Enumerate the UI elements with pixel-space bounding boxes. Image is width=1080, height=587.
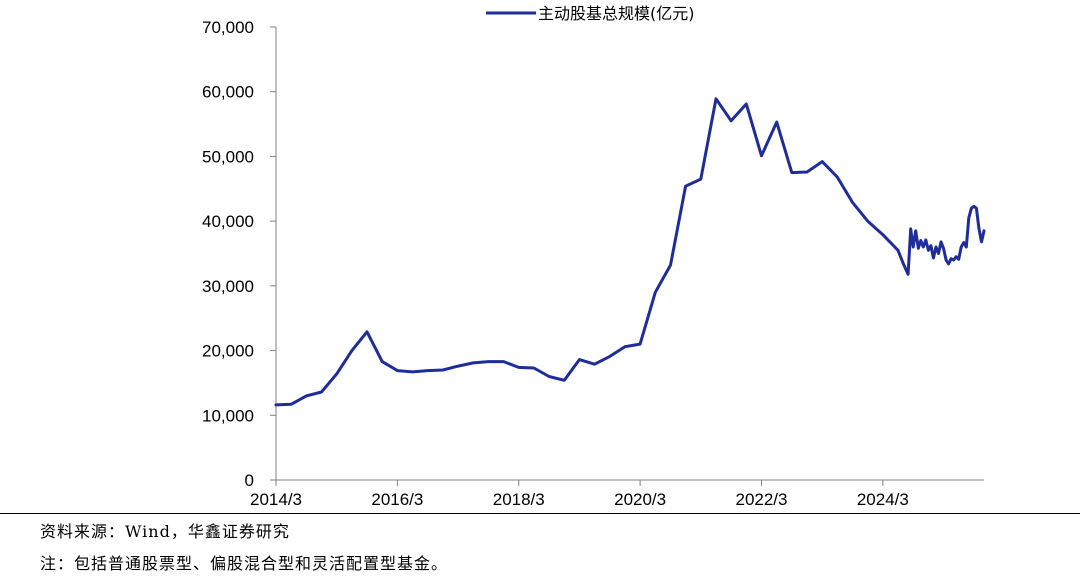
x-tick-label: 2024/3 [857,490,909,509]
y-tick-label: 30,000 [202,277,254,296]
series-line [274,97,986,407]
legend-label: 主动股基总规模(亿元) [538,4,695,23]
y-tick-label: 40,000 [202,212,254,231]
series-layer [274,97,986,407]
legend: 主动股基总规模(亿元) [486,4,695,23]
line-chart: 0 10,000 20,000 30,000 40,000 50,000 60,000 70,… [202,4,986,509]
y-tick-label: 10,000 [202,406,254,425]
footer-divider [0,513,1080,514]
y-tick-label: 60,000 [202,83,254,102]
y-axis: 0 10,000 20,000 30,000 40,000 50,000 60,000 70,… [202,18,277,490]
x-axis: 2014/3 2016/3 2018/3 2020/3 2022/3 2024/3 [250,479,984,509]
x-tick-label: 2020/3 [614,490,666,509]
y-tick-label: 50,000 [202,147,254,166]
x-tick-label: 2016/3 [371,490,423,509]
x-tick-label: 2014/3 [250,490,302,509]
y-tick-label: 20,000 [202,342,254,361]
y-tick-label: 0 [245,471,254,490]
footnote: 注：包括普通股票型、偏股混合型和灵活配置型基金。 [40,554,449,573]
y-tick-label: 70,000 [202,18,254,37]
source-note: 资料来源：Wind，华鑫证券研究 [40,522,290,541]
x-tick-label: 2022/3 [735,490,787,509]
x-tick-label: 2018/3 [493,490,545,509]
